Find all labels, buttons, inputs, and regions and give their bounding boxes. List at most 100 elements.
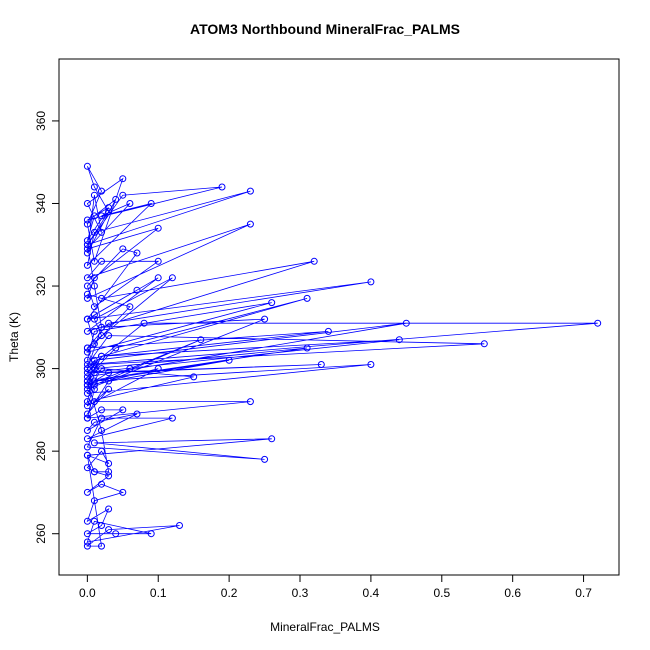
- data-point: [105, 332, 113, 340]
- data-point: [98, 323, 105, 331]
- data-point: [154, 365, 162, 373]
- data-point: [90, 212, 98, 220]
- data-point: [83, 245, 91, 253]
- data-point: [83, 162, 91, 170]
- y-tick-label: 360: [34, 111, 48, 131]
- data-point: [90, 418, 98, 426]
- data-point: [105, 472, 113, 480]
- data-point: [83, 361, 91, 368]
- data-point: [83, 327, 91, 335]
- data-point: [112, 195, 120, 203]
- x-tick-label: 0.1: [150, 586, 167, 600]
- data-point: [90, 468, 98, 476]
- x-tick-label: 0.3: [292, 586, 309, 600]
- data-point: [119, 191, 127, 199]
- data-point: [119, 175, 127, 183]
- data-point: [154, 274, 162, 282]
- chart-title: ATOM3 Northbound MineralFrac_PALMS: [190, 21, 460, 37]
- y-tick-label: 340: [34, 193, 48, 213]
- data-point: [133, 249, 141, 257]
- data-point: [83, 410, 91, 418]
- data-point: [83, 274, 91, 282]
- data-point: [119, 406, 127, 414]
- data-point: [126, 365, 134, 373]
- data-point: [317, 361, 325, 368]
- data-point: [83, 369, 91, 377]
- data-point: [90, 311, 98, 319]
- data-point: [90, 497, 98, 505]
- data-point: [105, 460, 113, 467]
- y-axis: 260 280 300 320 340 360: [34, 111, 60, 544]
- x-tick-label: 0.5: [433, 586, 450, 600]
- data-point: [324, 327, 332, 335]
- y-tick-label: 280: [34, 441, 48, 461]
- data-point: [303, 294, 311, 302]
- y-tick-label: 300: [34, 358, 48, 378]
- data-point: [83, 315, 91, 323]
- data-point: [147, 530, 155, 538]
- data-point: [154, 224, 162, 232]
- data-point: [83, 385, 91, 393]
- data-point: [83, 356, 91, 364]
- series-layer: [83, 162, 602, 550]
- data-point: [105, 468, 113, 476]
- data-point: [98, 542, 105, 550]
- data-point: [98, 447, 105, 455]
- data-point: [98, 332, 105, 340]
- data-point: [98, 522, 105, 529]
- data-point: [268, 299, 276, 307]
- data-point: [190, 373, 198, 381]
- x-tick-label: 0.6: [504, 586, 521, 600]
- data-point: [395, 336, 403, 344]
- data-point: [90, 303, 98, 311]
- data-point: [83, 435, 91, 443]
- data-point: [105, 204, 113, 212]
- data-point: [83, 389, 91, 397]
- data-point: [90, 315, 98, 323]
- data-point: [83, 241, 91, 249]
- data-point: [90, 340, 98, 348]
- data-point: [261, 455, 269, 463]
- data-point: [90, 257, 98, 265]
- data-point: [105, 505, 113, 513]
- data-point: [90, 398, 98, 406]
- data-point: [83, 542, 91, 550]
- data-point: [246, 220, 254, 228]
- data-point: [133, 410, 141, 418]
- data-point: [98, 187, 105, 195]
- data-point: [90, 365, 98, 373]
- y-tick-label: 320: [34, 276, 48, 296]
- data-point: [197, 336, 205, 344]
- data-point: [303, 344, 311, 352]
- data-point: [112, 344, 120, 352]
- data-point: [480, 340, 488, 348]
- data-point: [90, 356, 98, 364]
- data-point: [83, 427, 91, 434]
- data-point: [147, 200, 155, 207]
- data-point: [126, 200, 134, 207]
- x-tick-label: 0.0: [79, 586, 96, 600]
- plot-frame: [58, 58, 620, 576]
- data-point: [246, 398, 254, 406]
- x-tick-label: 0.7: [575, 586, 592, 600]
- data-point: [105, 526, 113, 534]
- x-tick-label: 0.2: [221, 586, 238, 600]
- data-point: [98, 406, 105, 414]
- data-point: [83, 282, 91, 290]
- data-point: [176, 522, 183, 529]
- data-point: [218, 183, 226, 191]
- data-point: [90, 361, 98, 368]
- y-tick-label: 260: [34, 523, 48, 543]
- data-point: [83, 414, 91, 422]
- x-tick-label: 0.4: [363, 586, 380, 600]
- data-point: [367, 361, 375, 368]
- x-axis-label: MineralFrac_PALMS: [270, 620, 380, 634]
- data-point: [594, 319, 602, 327]
- series-line: [85, 166, 598, 547]
- data-point: [83, 344, 91, 352]
- data-point: [90, 282, 98, 290]
- data-point: [83, 249, 91, 257]
- data-point: [105, 377, 113, 385]
- data-point: [83, 373, 91, 381]
- data-point: [310, 257, 318, 265]
